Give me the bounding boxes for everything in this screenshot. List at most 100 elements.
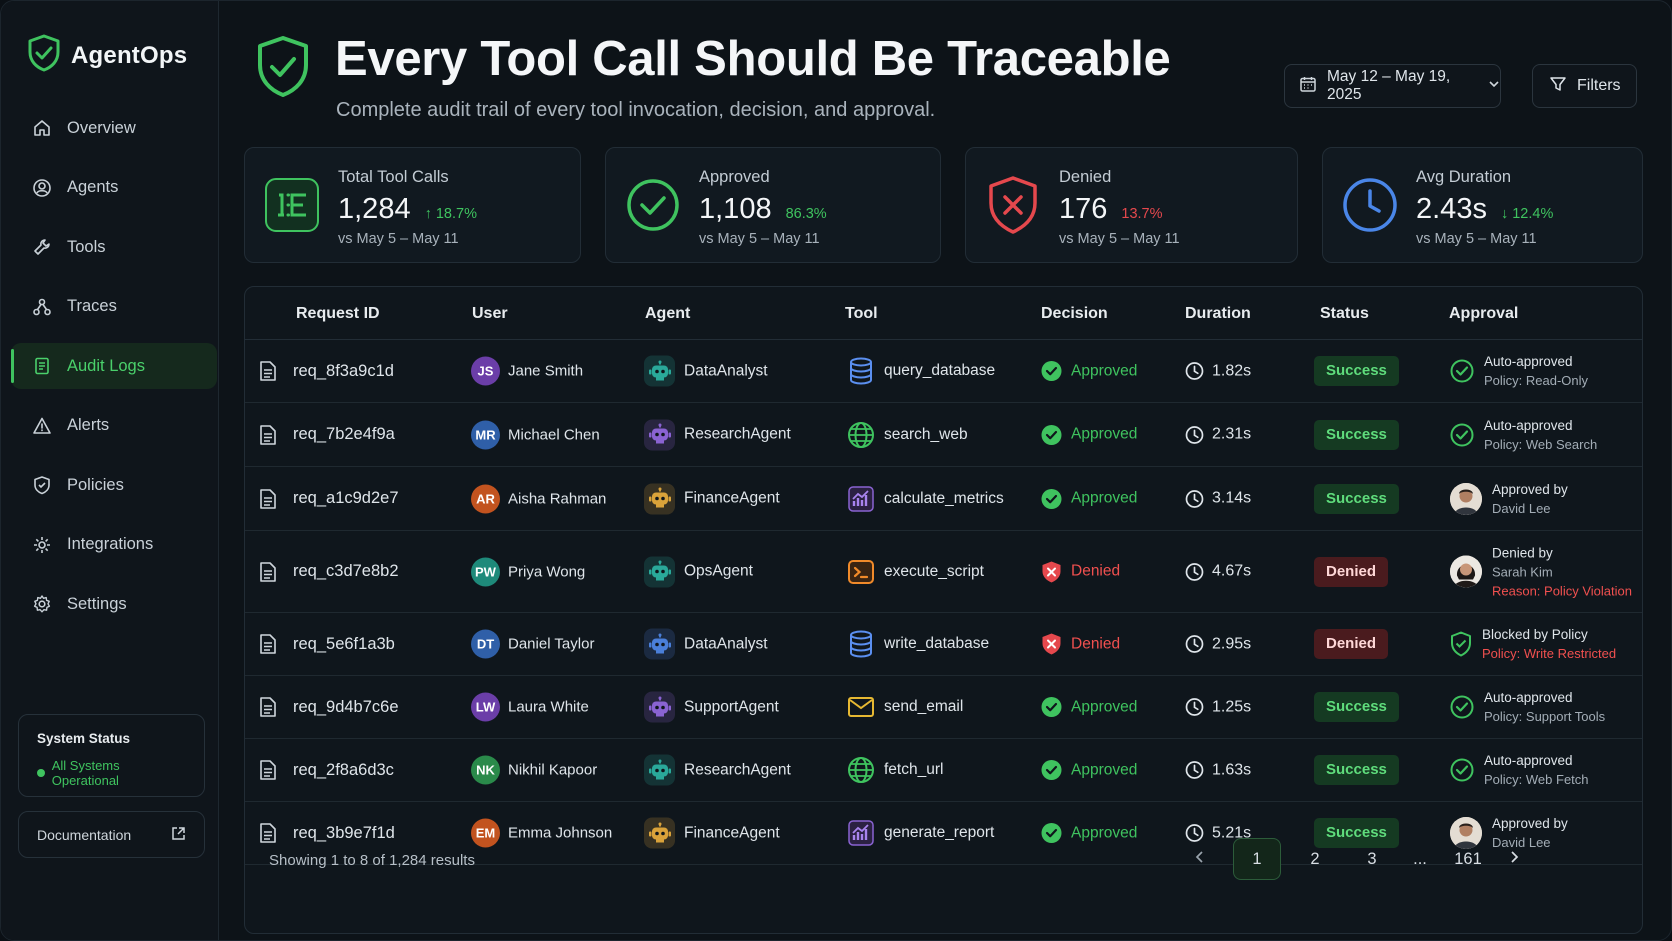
agent-cell[interactable]: DataAnalyst — [644, 355, 768, 387]
table-row[interactable]: req_9d4b7c6e LW Laura White SupportAgent sen… — [245, 676, 1642, 739]
date-range-picker[interactable]: May 12 – May 19, 2025 — [1284, 64, 1501, 108]
agent-cell[interactable]: DataAnalyst — [644, 628, 768, 660]
alert-icon — [31, 415, 53, 437]
user-avatar: AR — [471, 484, 500, 513]
tool-cell[interactable]: send_email — [846, 692, 963, 722]
decision-cell: Approved — [1041, 488, 1137, 509]
user-cell[interactable]: DT Daniel Taylor — [471, 629, 594, 659]
table-row[interactable]: req_8f3a9c1d JS Jane Smith DataAnalyst query… — [245, 340, 1642, 403]
agent-cell[interactable]: OpsAgent — [644, 556, 753, 587]
request-id-cell[interactable]: req_9d4b7c6e — [259, 696, 399, 718]
sidebar-item-settings[interactable]: Settings — [11, 581, 217, 627]
sidebar-item-alerts[interactable]: Alerts — [11, 403, 217, 449]
tool-cell[interactable]: execute_script — [846, 557, 984, 587]
agent-name: ResearchAgent — [684, 761, 791, 778]
agent-name: DataAnalyst — [684, 362, 768, 379]
request-id-cell[interactable]: req_5e6f1a3b — [259, 633, 395, 655]
duration-cell: 1.82s — [1185, 362, 1251, 381]
approver-avatar — [1450, 482, 1482, 515]
user-name: Emma Johnson — [508, 824, 613, 842]
user-cell[interactable]: NK Nikhil Kapoor — [471, 755, 597, 785]
table-row[interactable]: req_5e6f1a3b DT Daniel Taylor DataAnalyst wr… — [245, 613, 1642, 676]
brand[interactable]: AgentOps — [27, 34, 187, 77]
pagination-page-1[interactable]: 1 — [1233, 838, 1281, 880]
user-cell[interactable]: JS Jane Smith — [471, 356, 583, 386]
clock-icon — [1185, 562, 1204, 581]
tool-name: query_database — [884, 362, 996, 379]
sidebar-item-label: Policies — [67, 475, 124, 494]
status-cell: Denied — [1314, 629, 1389, 659]
denied-shield-icon — [1041, 560, 1062, 583]
pagination-prev-button[interactable] — [1185, 838, 1215, 880]
column-header[interactable]: Duration — [1185, 305, 1251, 322]
tool-cell[interactable]: generate_report — [846, 818, 994, 848]
column-header[interactable]: Approval — [1449, 305, 1519, 322]
pagination-page-last[interactable]: 161 — [1454, 849, 1482, 868]
calendar-icon — [1299, 75, 1317, 98]
tool-cell[interactable]: fetch_url — [846, 755, 943, 785]
table-row[interactable]: req_7b2e4f9a MR Michael Chen ResearchAgent s… — [245, 403, 1642, 467]
agent-cell[interactable]: FinanceAgent — [644, 483, 780, 514]
duration-value: 4.67s — [1212, 562, 1252, 580]
table-row[interactable]: req_2f8a6d3c NK Nikhil Kapoor ResearchAgent… — [245, 739, 1642, 802]
pagination-page-2[interactable]: 2 — [1310, 849, 1320, 868]
sidebar-item-integrations[interactable]: Integrations — [11, 522, 217, 568]
agent-cell[interactable]: ResearchAgent — [644, 754, 791, 786]
clock-icon — [1185, 824, 1204, 843]
column-header[interactable]: User — [472, 305, 508, 322]
column-header[interactable]: Status — [1320, 305, 1369, 322]
approved-check-icon — [1041, 697, 1062, 718]
approval-main: Denied by — [1492, 545, 1553, 560]
duration-value: 5.21s — [1212, 824, 1252, 841]
user-cell[interactable]: AR Aisha Rahman — [471, 484, 606, 513]
column-header[interactable]: Agent — [645, 305, 691, 322]
sidebar-item-agents[interactable]: Agents — [11, 165, 217, 211]
status-badge: Success — [1314, 483, 1399, 514]
tool-name: search_web — [884, 425, 968, 443]
user-avatar: LW — [471, 692, 500, 722]
approval-text: Approved by David Lee — [1492, 480, 1568, 518]
user-cell[interactable]: LW Laura White — [471, 692, 589, 722]
tool-cell[interactable]: search_web — [846, 420, 968, 450]
user-cell[interactable]: MR Michael Chen — [471, 420, 600, 449]
tool-cell[interactable]: query_database — [846, 356, 995, 386]
table-row[interactable]: req_3b9e7f1d EM Emma Johnson FinanceAgent ge… — [245, 802, 1642, 865]
stat-value: 1,284 — [338, 193, 411, 225]
approval-main: Approved by — [1492, 816, 1568, 831]
column-header[interactable]: Tool — [845, 305, 878, 322]
duration-cell: 1.25s — [1185, 698, 1251, 717]
column-header[interactable]: Decision — [1041, 305, 1108, 322]
request-id-cell[interactable]: req_2f8a6d3c — [259, 759, 394, 781]
sidebar-item-audit-logs[interactable]: Audit Logs — [11, 343, 217, 389]
tool-cell[interactable]: write_database — [846, 629, 989, 659]
column-header[interactable]: Request ID — [296, 305, 380, 322]
request-id-cell[interactable]: req_a1c9d2e7 — [259, 488, 399, 510]
sidebar-item-traces[interactable]: Traces — [11, 284, 217, 330]
robot-icon — [644, 817, 675, 849]
agent-cell[interactable]: ResearchAgent — [644, 419, 791, 450]
request-id-cell[interactable]: req_3b9e7f1d — [259, 822, 395, 844]
user-cell[interactable]: EM Emma Johnson — [471, 818, 613, 848]
sidebar-item-policies[interactable]: Policies — [11, 462, 217, 508]
pagination-page-3[interactable]: 3 — [1367, 849, 1377, 868]
filters-button[interactable]: Filters — [1532, 64, 1637, 108]
pagination-next-button[interactable] — [1499, 838, 1529, 880]
tool-cell[interactable]: calculate_metrics — [846, 484, 1004, 514]
agent-cell[interactable]: FinanceAgent — [644, 817, 780, 849]
table-row[interactable]: req_a1c9d2e7 AR Aisha Rahman FinanceAgent ca… — [245, 467, 1642, 531]
request-id-cell[interactable]: req_8f3a9c1d — [259, 360, 394, 382]
request-id-cell[interactable]: req_c3d7e8b2 — [259, 561, 399, 583]
agent-name: OpsAgent — [684, 562, 753, 580]
documentation-link[interactable]: Documentation — [18, 811, 205, 858]
request-id-cell[interactable]: req_7b2e4f9a — [259, 424, 395, 446]
database-icon — [846, 356, 876, 386]
sidebar-item-tools[interactable]: Tools — [11, 224, 217, 270]
approval-main: Auto-approved — [1484, 417, 1573, 433]
sidebar-item-overview[interactable]: Overview — [11, 105, 217, 151]
user-cell[interactable]: PW Priya Wong — [471, 557, 585, 586]
agent-cell[interactable]: SupportAgent — [644, 691, 779, 723]
table-row[interactable]: req_c3d7e8b2 PW Priya Wong OpsAgent execute_… — [245, 531, 1642, 613]
decision-cell: Approved — [1041, 361, 1137, 382]
stat-change-value: 12.4% — [1512, 206, 1554, 222]
sidebar-item-label: Integrations — [67, 535, 154, 553]
